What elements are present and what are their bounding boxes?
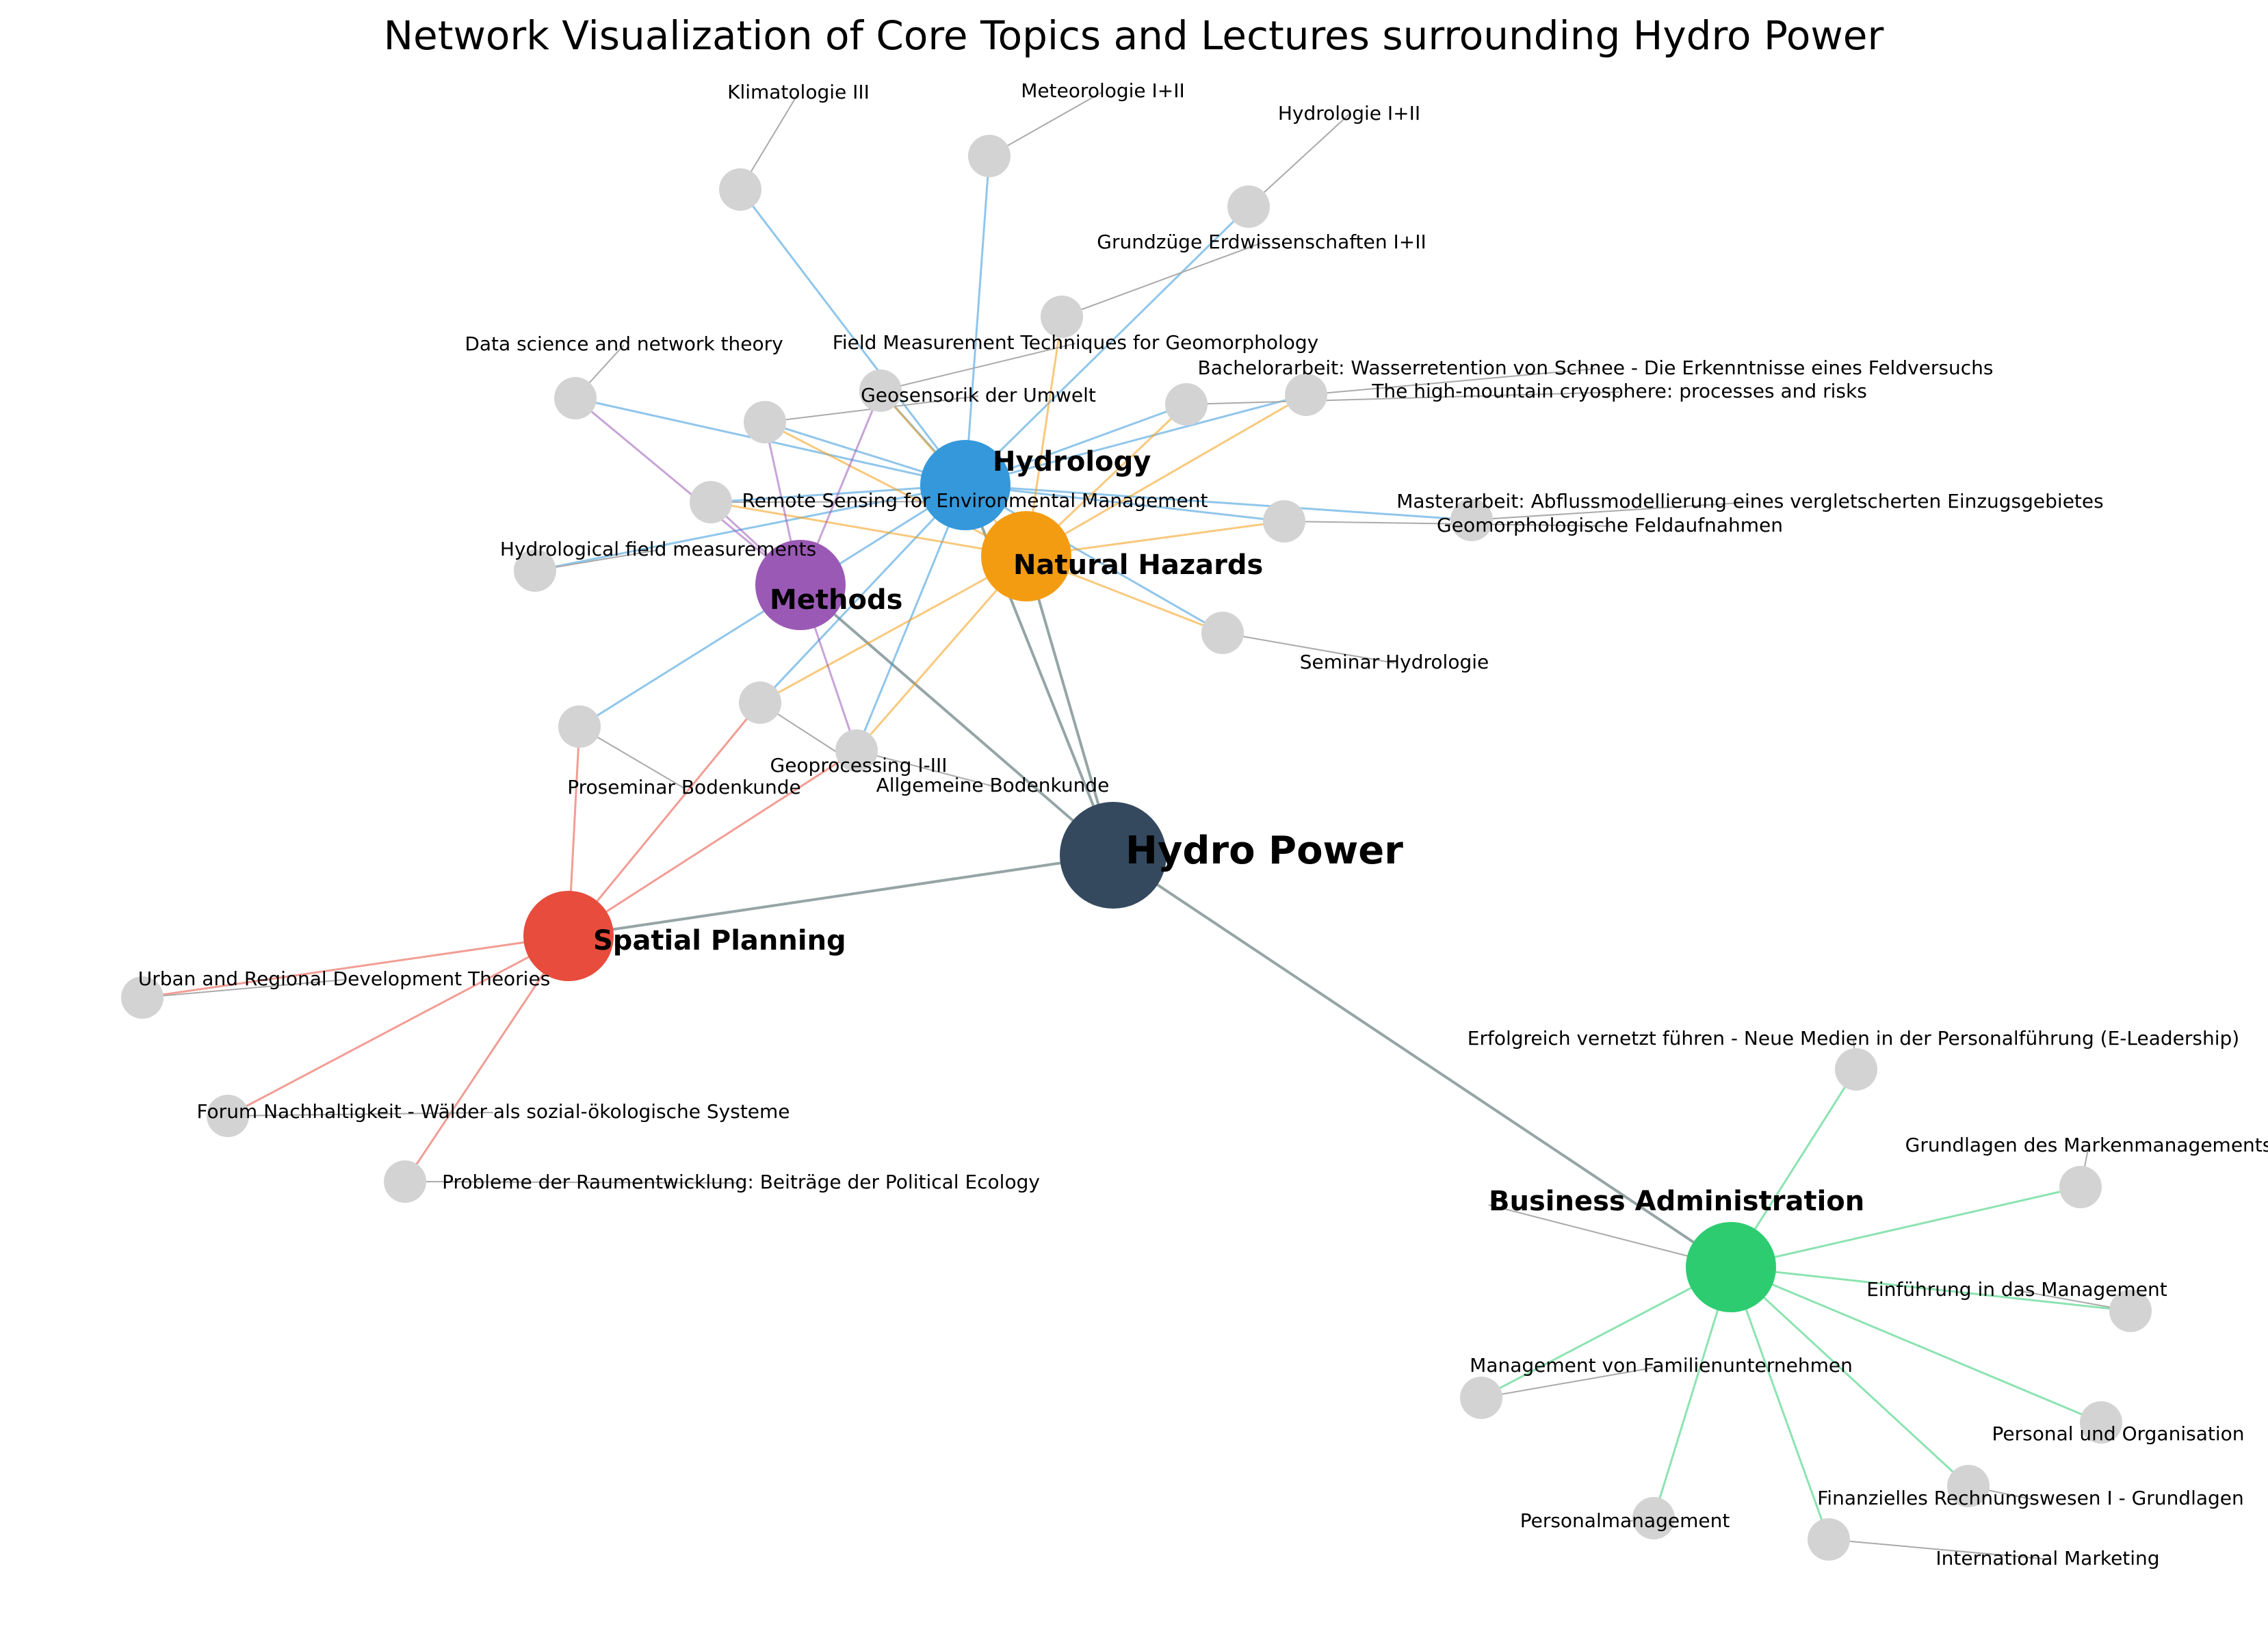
label-meteo: Meteorologie I+II [1021, 79, 1185, 102]
graph-title: Network Visualization of Core Topics and… [384, 12, 1884, 59]
label-forum: Forum Nachhaltigkeit - Wälder als sozial… [196, 1100, 790, 1123]
node-bach[interactable] [1285, 374, 1327, 416]
label-geosens: Geosensorik der Umwelt [861, 384, 1096, 406]
label-rsem: Remote Sensing for Environmental Managem… [742, 489, 1208, 512]
node-elead[interactable] [1835, 1048, 1877, 1091]
node-famil[interactable] [1460, 1377, 1502, 1419]
label-famil: Management von Familienunternehmen [1470, 1354, 1853, 1377]
node-marken[interactable] [2059, 1166, 2102, 1208]
node-probleme[interactable] [384, 1160, 426, 1203]
label-einf: Einführung in das Management [1866, 1278, 2167, 1301]
label-hfm: Hydrological field measurements [500, 538, 816, 560]
node-geomfeld[interactable] [1263, 500, 1305, 543]
node-dsnt[interactable] [554, 377, 597, 419]
label-marken: Grundlagen des Markenmanagements [1905, 1134, 2268, 1156]
node-hydro12[interactable] [1227, 185, 1270, 228]
label-master: Masterarbeit: Abflussmodellierung eines … [1396, 490, 2103, 512]
node-ba[interactable] [1686, 1222, 1776, 1312]
node-intmark[interactable] [1808, 1518, 1850, 1561]
node-rsem[interactable] [690, 481, 732, 523]
label-persmgmt: Personalmanagement [1520, 1509, 1730, 1532]
label-finanz: Finanzielles Rechnungswesen I - Grundlag… [1817, 1487, 2244, 1509]
label-prosem: Proseminar Bodenkunde [567, 776, 801, 798]
label-seminar: Seminar Hydrologie [1300, 651, 1489, 673]
label-allgboden: Allgemeine Bodenkunde [876, 774, 1110, 796]
node-seminar[interactable] [1201, 612, 1244, 654]
label-klima: Klimatologie III [727, 81, 870, 103]
label-urban: Urban and Regional Development Theories [138, 967, 551, 990]
label-fmt: Field Measurement Techniques for Geomorp… [833, 331, 1318, 354]
label-grundz: Grundzüge Erdwissenschaften I+II [1097, 231, 1426, 253]
node-meteo[interactable] [968, 135, 1011, 177]
label-persorg: Personal und Organisation [1992, 1422, 2245, 1445]
label-cryo: The high-mountain cryosphere: processes … [1371, 380, 1867, 402]
label-met: Methods [770, 584, 902, 616]
node-geosens[interactable] [744, 401, 786, 443]
label-elead: Erfolgreich vernetzt führen - Neue Medie… [1468, 1027, 2239, 1050]
label-hyd: Hydrology [993, 446, 1151, 478]
label-nh: Natural Hazards [1013, 549, 1263, 581]
node-klima[interactable] [719, 168, 761, 211]
label-sp: Spatial Planning [593, 925, 846, 956]
label-hp: Hydro Power [1125, 829, 1403, 873]
node-prosem[interactable] [558, 705, 601, 748]
node-geoproc[interactable] [739, 681, 781, 724]
label-probleme: Probleme der Raumentwicklung: Beiträge d… [442, 1171, 1040, 1193]
label-intmark: International Marketing [1935, 1547, 2159, 1570]
label-dsnt: Data science and network theory [465, 333, 783, 355]
label-ba: Business Administration [1489, 1186, 1864, 1217]
label-hydro12: Hydrologie I+II [1278, 102, 1420, 125]
label-geomfeld: Geomorphologische Feldaufnahmen [1437, 514, 1783, 536]
node-cryo[interactable] [1165, 383, 1208, 426]
label-bach: Bachelorarbeit: Wasserretention von Schn… [1198, 356, 1994, 379]
